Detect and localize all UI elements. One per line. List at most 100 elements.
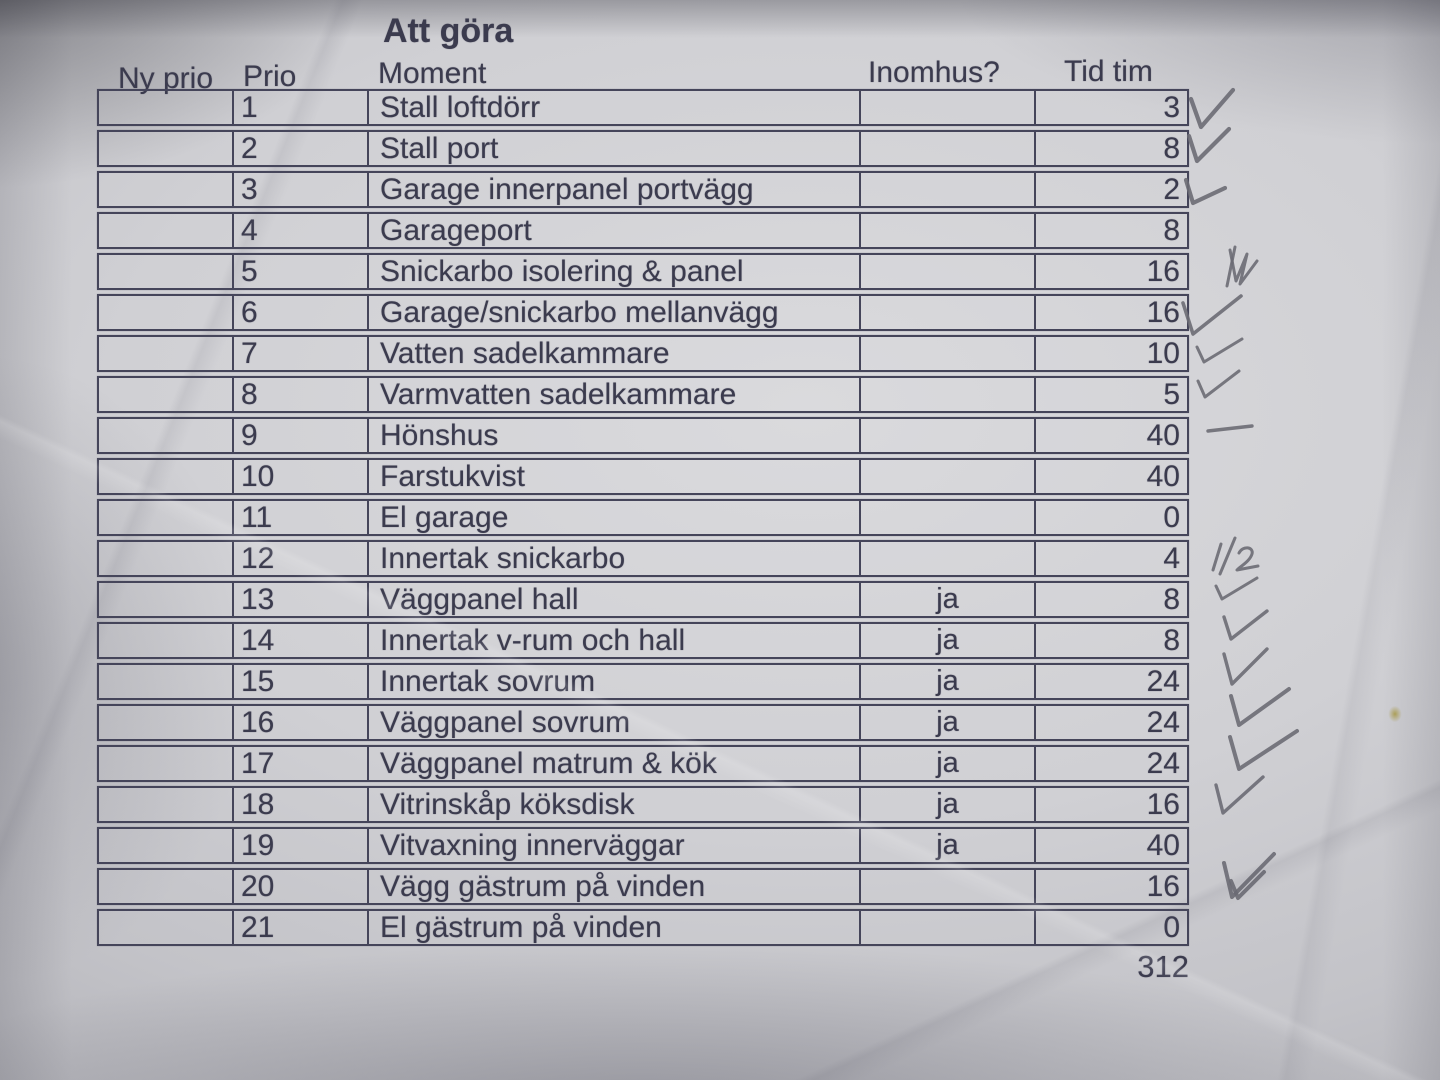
cell-moment: Vatten sadelkammare [369, 337, 861, 370]
page-title: Att göra [383, 12, 514, 50]
cell-tid: 0 [1163, 501, 1180, 534]
cell-inomhus [861, 337, 1036, 370]
cell-moment: Innertak v-rum och hall [369, 624, 861, 657]
cell-inomhus [861, 378, 1036, 411]
cell-nyprio [99, 173, 234, 206]
cell-moment: Garageport [369, 214, 861, 247]
table-row: 3 Garage innerpanel portvägg 2 [97, 171, 1189, 208]
todo-table: 1 Stall loftdörr 3 2 Stall port 8 3 Garage inne… [97, 89, 1189, 950]
table-row: 8 Varmvatten sadelkammare 5 [97, 376, 1189, 413]
cell-tid: 16 [1146, 255, 1180, 288]
cell-moment: Väggpanel sovrum [369, 706, 861, 739]
cell-nyprio [99, 542, 234, 575]
cell-tid: 24 [1146, 665, 1180, 698]
table-row: 12 Innertak snickarbo 4 [97, 540, 1189, 577]
cell-inomhus [861, 132, 1036, 165]
cell-moment: Garage innerpanel portvägg [369, 173, 861, 206]
cell-tid: 24 [1146, 706, 1180, 739]
table-row: 5 Snickarbo isolering & panel 16 [97, 253, 1189, 290]
cell-nyprio [99, 214, 234, 247]
cell-tid: 40 [1146, 419, 1180, 452]
table-row: 4 Garageport 8 [97, 212, 1189, 249]
cell-tid: 10 [1146, 337, 1180, 370]
table-row: 14 Innertak v-rum och hall ja 8 [97, 622, 1189, 659]
cell-nyprio [99, 132, 234, 165]
cell-nyprio [99, 665, 234, 698]
cell-tid: 8 [1163, 214, 1180, 247]
cell-moment: Garage/snickarbo mellanvägg [369, 296, 861, 329]
cell-nyprio [99, 91, 234, 124]
cell-tid: 0 [1163, 911, 1180, 944]
cell-prio: 21 [234, 911, 369, 944]
cell-moment: Stall loftdörr [369, 91, 861, 124]
cell-nyprio [99, 337, 234, 370]
cell-prio: 10 [234, 460, 369, 493]
column-header-tid: Tid tim [1064, 55, 1153, 88]
column-header-prio: Prio [243, 60, 297, 93]
cell-nyprio [99, 747, 234, 780]
cell-moment: Vitrinskåp köksdisk [369, 788, 861, 821]
cell-prio: 4 [234, 214, 369, 247]
cell-nyprio [99, 296, 234, 329]
table-row: 20 Vägg gästrum på vinden 16 [97, 868, 1189, 905]
cell-tid: 8 [1163, 624, 1180, 657]
cell-nyprio [99, 829, 234, 862]
cell-prio: 8 [234, 378, 369, 411]
table-row: 2 Stall port 8 [97, 130, 1189, 167]
cell-tid: 3 [1163, 91, 1180, 124]
table-row: 19 Vitvaxning innerväggar ja 40 [97, 827, 1189, 864]
table-row: 18 Vitrinskåp köksdisk ja 16 [97, 786, 1189, 823]
cell-inomhus: ja [861, 747, 1036, 780]
cell-prio: 9 [234, 419, 369, 452]
cell-inomhus [861, 296, 1036, 329]
cell-inomhus [861, 911, 1036, 944]
cell-tid: 5 [1163, 378, 1180, 411]
cell-moment: El gästrum på vinden [369, 911, 861, 944]
cell-prio: 12 [234, 542, 369, 575]
cell-prio: 20 [234, 870, 369, 903]
cell-moment: Hönshus [369, 419, 861, 452]
cell-tid: 16 [1146, 788, 1180, 821]
cell-inomhus [861, 173, 1036, 206]
cell-prio: 14 [234, 624, 369, 657]
cell-tid: 16 [1146, 296, 1180, 329]
cell-moment: Farstukvist [369, 460, 861, 493]
cell-inomhus [861, 501, 1036, 534]
table-row: 17 Väggpanel matrum & kök ja 24 [97, 745, 1189, 782]
cell-nyprio [99, 706, 234, 739]
table-row: 15 Innertak sovrum ja 24 [97, 663, 1189, 700]
cell-nyprio [99, 255, 234, 288]
cell-inomhus: ja [861, 665, 1036, 698]
cell-inomhus: ja [861, 788, 1036, 821]
cell-inomhus [861, 542, 1036, 575]
cell-prio: 16 [234, 706, 369, 739]
cell-nyprio [99, 911, 234, 944]
cell-moment: Snickarbo isolering & panel [369, 255, 861, 288]
stain-spot [1386, 703, 1404, 725]
cell-nyprio [99, 624, 234, 657]
cell-prio: 6 [234, 296, 369, 329]
cell-prio: 13 [234, 583, 369, 616]
table-row: 13 Väggpanel hall ja 8 [97, 581, 1189, 618]
table-row: 1 Stall loftdörr 3 [97, 89, 1189, 126]
cell-tid: 16 [1146, 870, 1180, 903]
cell-inomhus [861, 91, 1036, 124]
cell-nyprio [99, 501, 234, 534]
cell-moment: Stall port [369, 132, 861, 165]
cell-inomhus: ja [861, 829, 1036, 862]
cell-nyprio [99, 460, 234, 493]
cell-moment: Väggpanel matrum & kök [369, 747, 861, 780]
table-row: 11 El garage 0 [97, 499, 1189, 536]
cell-moment: El garage [369, 501, 861, 534]
table-row: 16 Väggpanel sovrum ja 24 [97, 704, 1189, 741]
cell-prio: 2 [234, 132, 369, 165]
cell-inomhus [861, 460, 1036, 493]
cell-prio: 11 [234, 501, 369, 534]
cell-moment: Varmvatten sadelkammare [369, 378, 861, 411]
table-row: 7 Vatten sadelkammare 10 [97, 335, 1189, 372]
table-row: 6 Garage/snickarbo mellanvägg 16 [97, 294, 1189, 331]
cell-prio: 17 [234, 747, 369, 780]
column-header-inomhus: Inomhus? [868, 56, 1000, 89]
